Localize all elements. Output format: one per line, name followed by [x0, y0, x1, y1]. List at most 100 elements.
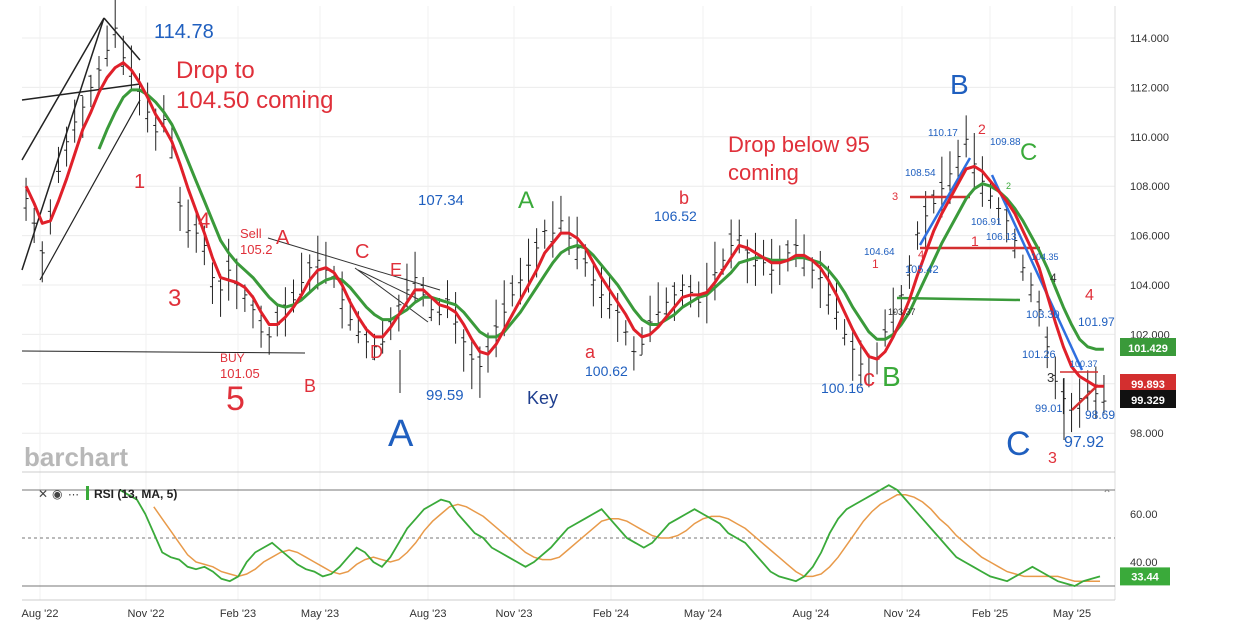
- annotation-label: B: [950, 69, 969, 100]
- annotation-label: 100.62: [585, 363, 628, 379]
- annotation-label: D: [370, 342, 383, 362]
- annotation-label: C: [355, 241, 369, 263]
- annotation-label: Key: [527, 388, 558, 408]
- price-badge: [1120, 338, 1176, 356]
- grid: [22, 6, 1116, 601]
- annotation-label: 1: [134, 171, 145, 193]
- rsi-value-label: 33.44: [1131, 571, 1159, 583]
- annotation-label: 106.13: [986, 232, 1017, 243]
- time-tick-label: May '23: [301, 608, 339, 620]
- annotation-label: a: [585, 342, 596, 362]
- annotation-label: 106.91: [971, 217, 1002, 228]
- trend-line: [357, 269, 421, 301]
- annotation-label: 5: [226, 380, 245, 418]
- annotation-label: Drop to: [176, 57, 255, 84]
- price-badge-label: 99.329: [1131, 395, 1165, 407]
- trend-line: [39, 99, 141, 281]
- watermark-logo: barchart: [24, 442, 128, 472]
- annotation-label: 106.52: [654, 208, 697, 224]
- price-badge-label: 99.893: [1131, 379, 1165, 391]
- indicator-label: RSI (13, MA, 5): [94, 487, 177, 501]
- trend-line: [21, 17, 105, 161]
- annotation-label: 99.59: [426, 387, 464, 404]
- price-badge: [1120, 374, 1176, 392]
- annotation-label: 4: [198, 208, 210, 233]
- annotation-label: 104.64: [864, 247, 895, 258]
- rsi-color-swatch: [86, 486, 89, 500]
- trend-line: [21, 350, 306, 354]
- time-tick-label: Nov '22: [128, 608, 165, 620]
- price-tick-label: 98.000: [1130, 428, 1164, 440]
- annotation-label: 110.17: [928, 128, 958, 139]
- trend-line: [267, 237, 441, 291]
- trend-line: [990, 174, 1084, 371]
- annotation-label: 97.92: [1064, 434, 1104, 451]
- annotation-label: A: [276, 227, 290, 249]
- time-tick-label: Aug '22: [22, 608, 59, 620]
- time-tick-label: May '24: [684, 608, 722, 620]
- time-tick-label: Feb '23: [220, 608, 256, 620]
- rsi-tick-label: 60.00: [1130, 509, 1158, 521]
- price-bars: [23, 0, 1107, 433]
- annotation-label: c: [863, 365, 875, 392]
- close-icon[interactable]: ✕: [38, 487, 48, 501]
- time-tick-label: Aug '23: [410, 608, 447, 620]
- annotation-label: C: [1006, 425, 1031, 463]
- annotation-label: 103.30: [1026, 309, 1060, 321]
- annotation-label: 101.97: [1078, 315, 1115, 329]
- annotation-label: Drop below 95: [728, 132, 870, 157]
- chevron-up-icon[interactable]: ⌃: [1102, 487, 1112, 501]
- time-tick-label: May '25: [1053, 608, 1091, 620]
- annotation-label: 103.37: [888, 307, 916, 317]
- trend-line: [21, 17, 105, 271]
- annotation-label: 2: [978, 121, 986, 137]
- annotation-label: A: [388, 413, 414, 455]
- rsi-panel: 60.00 40.00 33.44: [22, 484, 1170, 587]
- time-tick-label: Nov '23: [496, 608, 533, 620]
- annotation-label: 114.78: [154, 21, 214, 43]
- annotation-label: 107.34: [418, 192, 464, 209]
- rsi-ma-line: [153, 494, 1100, 582]
- annotation-label: 4: [1085, 287, 1094, 304]
- annotation-label: 4: [918, 249, 924, 261]
- annotation-label: 105.42: [905, 264, 939, 276]
- time-axis[interactable]: Aug '22 Nov '22 Feb '23 May '23 Aug '23 Nov '…: [22, 608, 1092, 620]
- annotation-label: 99.01: [1035, 403, 1063, 415]
- annotation-label: 104.50 coming: [176, 87, 333, 114]
- time-tick-label: Nov '24: [884, 608, 921, 620]
- trend-line: [21, 83, 141, 101]
- annotation-label: 1: [872, 257, 879, 271]
- annotation-label: 101.05: [220, 366, 260, 381]
- trend-line: [1071, 384, 1099, 411]
- rsi-tick-label: 40.00: [1130, 557, 1158, 569]
- rsi-line: [119, 484, 1101, 587]
- annotation-label: 1: [971, 233, 979, 249]
- trend-line: [103, 17, 141, 61]
- price-tick-label: 110.000: [1130, 132, 1169, 144]
- eye-icon[interactable]: ◉: [52, 487, 62, 501]
- ellipsis-icon[interactable]: ⋯: [68, 489, 79, 501]
- indicator-legend[interactable]: ✕ ◉ ⋯ RSI (13, MA, 5) ⌃: [38, 486, 1112, 501]
- price-tick-label: 106.000: [1130, 231, 1170, 243]
- annotation-label: 3: [168, 285, 181, 312]
- annotation-label: 100.37: [1070, 359, 1098, 369]
- ma-fast-line: [24, 61, 1104, 388]
- annotation-label: C: [1020, 139, 1037, 166]
- trend-line: [354, 267, 429, 323]
- rsi-value-badge: [1120, 567, 1170, 586]
- price-tick-label: 114.000: [1130, 33, 1169, 45]
- annotation-label: 98.69: [1085, 408, 1115, 422]
- annotation-label: E: [390, 260, 402, 280]
- time-tick-label: Feb '24: [593, 608, 629, 620]
- annotation-label: 108.54: [905, 168, 936, 179]
- annotation-label: 109.88: [990, 137, 1021, 148]
- annotation-label: 3: [892, 191, 898, 203]
- annotation-label: 3: [1048, 450, 1057, 467]
- ma-slow-line: [97, 88, 1104, 351]
- annotation-label: 2: [1006, 181, 1011, 191]
- annotation-label: b: [679, 188, 689, 208]
